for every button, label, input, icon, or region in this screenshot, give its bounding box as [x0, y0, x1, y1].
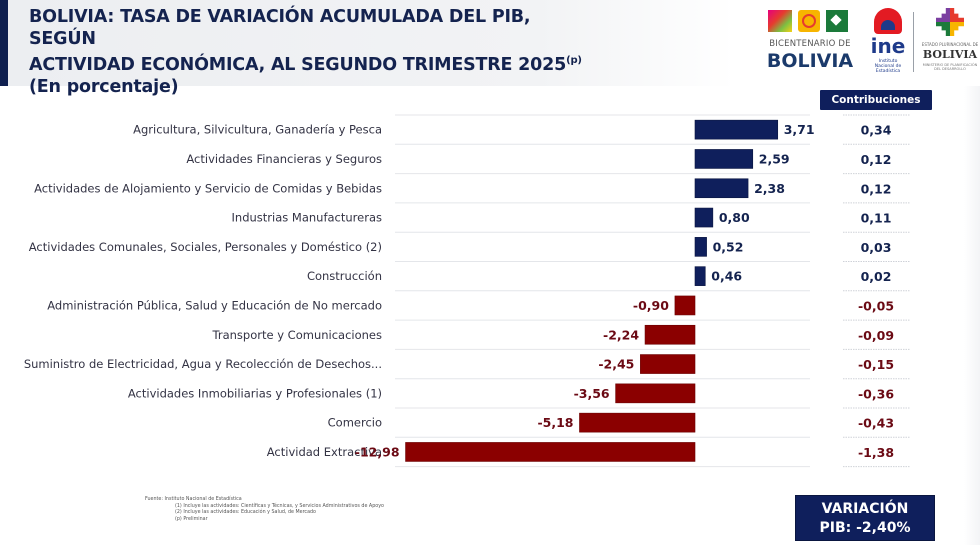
contribution-label: 0,12 — [861, 152, 892, 167]
value-label: 0,52 — [713, 239, 744, 254]
bicentenario-flag-icon — [768, 10, 792, 32]
value-label: -5,18 — [537, 415, 573, 430]
value-label: 3,71 — [784, 122, 815, 137]
value-label: 2,59 — [759, 151, 790, 166]
contribution-label: 0,03 — [861, 240, 892, 255]
value-label: 2,38 — [754, 181, 785, 196]
bicentenario-big-text: BOLIVIA — [766, 50, 854, 72]
category-label: Comercio — [328, 416, 382, 430]
bar-positive — [694, 149, 754, 169]
bar-positive — [694, 207, 714, 228]
header-accent-bar — [0, 0, 8, 86]
value-label: -2,45 — [598, 357, 634, 372]
page-subtitle: (En porcentaje) — [29, 77, 179, 97]
header-band: BOLIVIA: TASA DE VARIACIÓN ACUMULADA DEL… — [0, 0, 980, 97]
bar-positive — [694, 178, 749, 199]
footnote-source: Fuente: Instituto Nacional de Estadístic… — [145, 497, 242, 502]
contribution-label: 0,12 — [861, 181, 892, 196]
contribution-label: -1,38 — [858, 445, 894, 460]
bar-negative — [640, 354, 696, 374]
bar-negative — [405, 442, 696, 462]
bar-negative — [579, 412, 696, 433]
bicentenario-textile-icon — [826, 10, 848, 32]
value-label: -3,56 — [574, 386, 610, 401]
value-label: -12,98 — [355, 444, 400, 459]
title-line-2-text: ACTIVIDAD ECONÓMICA, AL SEGUNDO TRIMESTR… — [29, 55, 567, 75]
bicentenario-icons — [768, 10, 854, 32]
category-label: Actividades Inmobiliarias y Profesionale… — [128, 386, 382, 400]
footnotes: Fuente: Instituto Nacional de Estadístic… — [145, 497, 445, 523]
contributions-header: Contribuciones — [820, 90, 932, 110]
bar-negative — [674, 295, 696, 316]
value-label: -2,24 — [603, 327, 639, 342]
bicentenario-logo: BICENTENARIO DE BOLIVIA — [762, 6, 858, 76]
contribution-label: -0,36 — [858, 386, 894, 401]
contribution-label: 0,02 — [861, 269, 892, 284]
estado-bolivia-logo: ESTADO PLURINACIONAL DE BOLIVIA MINISTER… — [920, 6, 980, 78]
bar-chart: Agricultura, Silvicultura, Ganadería y P… — [24, 114, 910, 468]
ine-logo: ine Instituto Nacional de Estadística — [868, 6, 908, 78]
value-label: -0,90 — [633, 298, 669, 313]
bicentenario-spiral-icon — [798, 10, 820, 32]
contribution-label: 0,11 — [861, 211, 892, 226]
logo-separator — [913, 12, 914, 72]
category-label: Transporte y Comunicaciones — [212, 328, 382, 342]
footnote-3: (p) Preliminar — [175, 516, 208, 522]
estado-small-text: ESTADO PLURINACIONAL DE — [921, 42, 979, 47]
title-line-2: ACTIVIDAD ECONÓMICA, AL SEGUNDO TRIMESTR… — [29, 50, 589, 76]
category-label: Actividad Extractiva — [267, 445, 382, 459]
footnote-2: (2) Incluye las actividades: Educación y… — [175, 510, 316, 515]
gdp-variation-box: VARIACIÓN PIB: -2,40% — [795, 495, 935, 541]
category-label: Suministro de Electricidad, Agua y Recol… — [24, 357, 382, 371]
right-decorative-edge — [964, 86, 980, 545]
ine-logo-subtext: Instituto Nacional de Estadística — [874, 59, 902, 74]
estado-foot-text: MINISTERIO DE PLANIFICACIÓN DEL DESARROL… — [922, 63, 978, 71]
ine-mountain-icon — [874, 8, 902, 34]
logos-group: BICENTENARIO DE BOLIVIA ine Instituto Na… — [762, 6, 980, 78]
bar-positive — [694, 266, 706, 286]
category-label: Actividades de Alojamiento y Servicio de… — [34, 181, 382, 195]
bar-positive — [694, 237, 707, 257]
category-label: Industrias Manufactureras — [232, 211, 382, 225]
ine-logo-text: ine — [870, 34, 906, 58]
contribution-label: -0,09 — [858, 328, 894, 343]
chakana-icon — [936, 8, 964, 36]
value-label: 0,80 — [719, 210, 750, 225]
gdp-variation-value: PIB: -2,40% — [819, 520, 911, 536]
gdp-variation-title: VARIACIÓN — [821, 501, 909, 517]
bar-negative — [644, 324, 696, 345]
category-label: Agricultura, Silvicultura, Ganadería y P… — [133, 123, 382, 137]
title-superscript: (p) — [566, 55, 582, 66]
footnote-1: (1) Incluye las actividades: Científicas… — [175, 503, 384, 509]
page-title: BOLIVIA: TASA DE VARIACIÓN ACUMULADA DEL… — [29, 6, 589, 98]
bar-positive — [694, 119, 779, 140]
bar-negative — [615, 383, 696, 404]
title-line-1: BOLIVIA: TASA DE VARIACIÓN ACUMULADA DEL… — [29, 7, 531, 49]
contribution-label: -0,15 — [858, 357, 894, 372]
contribution-label: -0,05 — [858, 298, 894, 313]
contribution-label: 0,34 — [861, 123, 892, 138]
category-label: Actividades Financieras y Seguros — [186, 152, 382, 166]
contribution-label: -0,43 — [858, 416, 894, 431]
bicentenario-small-text: BICENTENARIO DE — [769, 39, 851, 49]
estado-big-text: BOLIVIA — [922, 48, 978, 61]
value-label: 0,46 — [711, 269, 742, 284]
category-label: Actividades Comunales, Sociales, Persona… — [29, 240, 382, 254]
category-label: Construcción — [307, 269, 382, 283]
category-label: Administración Pública, Salud y Educació… — [47, 298, 382, 312]
